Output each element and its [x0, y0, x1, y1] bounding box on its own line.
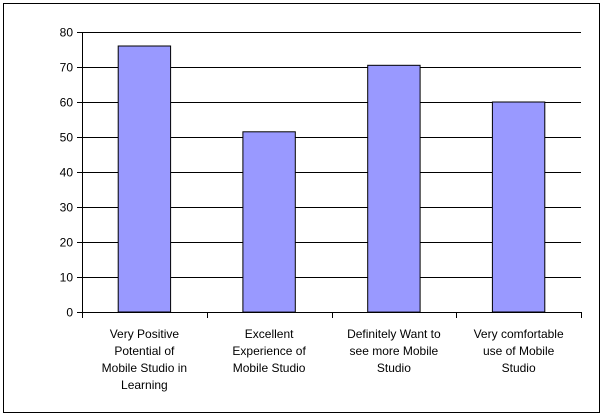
x-category-label-2: Excellent Experience of Mobile Studio [232, 327, 306, 375]
x-category-label-1: Very Positive Potential of Mobile Studio i… [102, 327, 187, 392]
y-tick-label-30: 30 [60, 201, 74, 215]
y-tick-label-60: 60 [60, 96, 74, 110]
bar-3 [367, 64, 421, 313]
y-tick-label-70: 70 [60, 61, 74, 75]
bar-4 [491, 101, 546, 313]
y-tick-label-10: 10 [60, 271, 74, 285]
y-tick-label-0: 0 [66, 306, 73, 320]
bar-2 [242, 131, 296, 313]
y-tick-label-80: 80 [60, 26, 74, 40]
y-tick-label-20: 20 [60, 236, 74, 250]
bar-1 [117, 45, 172, 313]
axes [77, 32, 582, 318]
y-tick-labels: 0 10 20 30 40 50 60 70 80 [60, 26, 74, 320]
bars [117, 45, 546, 313]
x-category-label-3: Definitely Want to see more Mobile Studio [347, 327, 441, 375]
y-tick-label-40: 40 [60, 166, 74, 180]
x-category-label-4: Very comfortable use of Mobile Studio [474, 327, 564, 375]
bar-chart: 0 10 20 30 40 50 60 70 80 Very Positive Potential… [60, 26, 582, 392]
x-category-labels: Very Positive Potential of Mobile Studio i… [102, 327, 564, 392]
y-tick-label-50: 50 [60, 131, 74, 145]
chart-frame: 0 10 20 30 40 50 60 70 80 Very Positive Potential… [3, 3, 600, 413]
